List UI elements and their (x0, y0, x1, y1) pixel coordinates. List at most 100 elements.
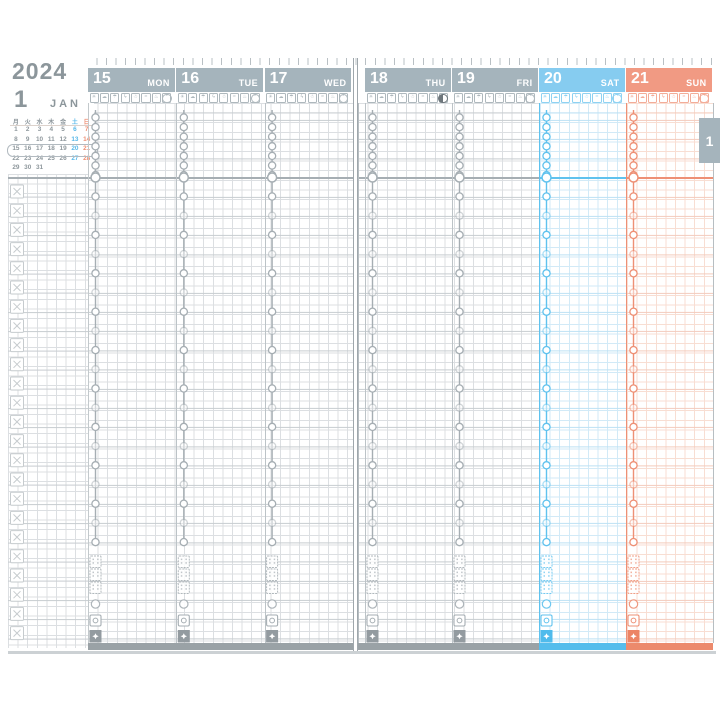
sun-icon: ☀ (366, 93, 376, 103)
day-header-17[interactable]: 17 WED (264, 68, 352, 92)
day-header-21[interactable]: 21 SUN (626, 68, 712, 92)
calendar-month-name: JAN (50, 98, 82, 110)
cloud-icon: ☁ (99, 93, 110, 103)
snow-icon: ☃ (582, 93, 592, 103)
calendar-weekday-header: 土 (68, 117, 81, 127)
sun-icon: ☀ (177, 93, 187, 103)
calendar-date-cell: 2 (25, 126, 30, 134)
day-header-16[interactable]: 16 TUE (176, 68, 264, 92)
cloud-icon: ☁ (276, 93, 286, 103)
calendar-date-cell: 10 (35, 135, 44, 143)
calendar-date-cell: 12 (59, 135, 67, 143)
moon-phase-icon (438, 93, 448, 103)
snow-icon: ☃ (669, 93, 679, 103)
umbrella-icon: ☂ (286, 93, 297, 103)
calendar-date-cell: 13 (71, 135, 79, 143)
umbrella-icon: ☂ (474, 93, 484, 103)
calendar-weekday-header: 金 (57, 117, 69, 127)
day-number: 15 (93, 70, 111, 87)
thunder-icon: ϟ (297, 93, 307, 103)
day-of-week-label: FRI (516, 78, 533, 88)
calendar-date-cell (81, 164, 93, 173)
wind-icon: ≈ (317, 93, 328, 103)
umbrella-icon: ☂ (387, 93, 397, 103)
calendar-date-cell: 14 (83, 135, 91, 143)
page-bottom-edge (8, 650, 716, 654)
day-number: 21 (631, 70, 649, 87)
top-perforation-ticks (10, 58, 713, 65)
hot-spring-icon: ♨ (515, 93, 525, 103)
hot-spring-icon: ♨ (328, 93, 338, 103)
moon-phase-icon (699, 93, 709, 103)
calendar-date-cell: 9 (25, 135, 30, 143)
snow-icon: ☃ (219, 93, 229, 103)
weather-icon-row-19: ☀ ☁ ☂ ϟ ☃ ≈ ♨ ° (453, 93, 538, 103)
calendar-date-cell: 5 (61, 126, 65, 134)
bottom-bar-saturday (539, 643, 626, 650)
sun-icon: ☀ (540, 93, 550, 103)
hot-spring-icon: ♨ (602, 93, 612, 103)
snow-icon: ☃ (307, 93, 317, 103)
weather-icon-row-17: ☀ ☁ ☂ ϟ ☃ ≈ ♨ ° (266, 93, 351, 103)
weather-icon-row-21: ☀ ☁ ☂ ϟ ☃ ≈ ♨ ° (627, 93, 712, 103)
day-number: 16 (181, 70, 200, 87)
noon-line-right-gray (358, 177, 539, 179)
umbrella-icon: ☂ (648, 93, 658, 103)
cloud-icon: ☁ (637, 93, 648, 103)
calendar-date-cell: 24 (35, 154, 44, 162)
day-of-week-label: THU (425, 78, 446, 88)
calendar-date-cell: 25 (47, 154, 55, 162)
calendar-date-grid: 月火水木金土日 1 2 3 4 5 6 7 8 9 10 11 12 13 14 15 16 17 18 19 20 21… (10, 117, 93, 173)
page-edge-line (358, 103, 359, 643)
calendar-date-cell: 28 (83, 154, 91, 162)
calendar-date-cell: 6 (73, 126, 77, 134)
thunder-icon: ϟ (208, 93, 219, 103)
column-divider (626, 103, 628, 643)
day-header-18[interactable]: 18 THU (365, 68, 451, 92)
weather-icon-row-16: ☀ ☁ ☂ ϟ ☃ ≈ ♨ ° (177, 93, 263, 103)
day-of-week-label: TUE (238, 78, 259, 88)
thunder-icon: ϟ (484, 93, 494, 103)
snow-icon: ☃ (408, 93, 418, 103)
day-of-week-label: SAT (600, 78, 620, 88)
calendar-month-number: 1 (14, 86, 28, 113)
calendar-date-cell: 17 (35, 145, 44, 153)
wind-icon: ≈ (418, 93, 428, 103)
month-tab[interactable]: 1 (699, 118, 720, 163)
calendar-date-cell: 22 (12, 154, 20, 162)
bottom-bar-left-page (88, 643, 353, 650)
sun-icon: ☀ (453, 93, 463, 103)
calendar-date-cell: 3 (37, 126, 42, 134)
calendar-date-cell: 21 (83, 145, 91, 153)
noon-line-left-page (8, 177, 353, 179)
thunder-icon: ϟ (397, 93, 407, 103)
umbrella-icon: ☂ (110, 93, 120, 103)
calendar-weekday-header: 木 (45, 117, 58, 127)
calendar-weekday-header: 火 (21, 117, 34, 127)
day-of-week-label: SUN (686, 78, 707, 88)
umbrella-icon: ☂ (198, 93, 208, 103)
margin-grid (8, 174, 88, 648)
calendar-date-cell: 27 (71, 154, 79, 162)
weather-icon-row-20: ☀ ☁ ☂ ϟ ☃ ≈ ♨ ° (540, 93, 625, 103)
calendar-date-cell: 20 (71, 145, 79, 153)
calendar-date-cell: 4 (49, 126, 54, 134)
calendar-date-cell: 29 (12, 163, 20, 171)
calendar-date-cell (69, 164, 81, 173)
wind-icon: ≈ (592, 93, 602, 103)
day-header-20[interactable]: 20 SAT (539, 68, 625, 92)
day-header-19[interactable]: 19 FRI (452, 68, 538, 92)
sun-icon: ☀ (266, 93, 276, 103)
saturday-column-tint (539, 103, 626, 648)
page-gutter-line-right (356, 58, 358, 653)
calendar-date-cell: 26 (59, 154, 67, 162)
sun-icon: ☀ (89, 93, 99, 103)
umbrella-icon: ☂ (561, 93, 571, 103)
moon-phase-icon (250, 93, 261, 103)
calendar-weekday-header: 日 (80, 117, 93, 127)
day-header-15[interactable]: 15 MON (88, 68, 175, 92)
page-gutter-line-left (352, 58, 354, 653)
calendar-date-cell: 23 (24, 154, 32, 162)
weather-icon-row-18: ☀☁☂ϟ☃≈♨° (366, 93, 451, 103)
